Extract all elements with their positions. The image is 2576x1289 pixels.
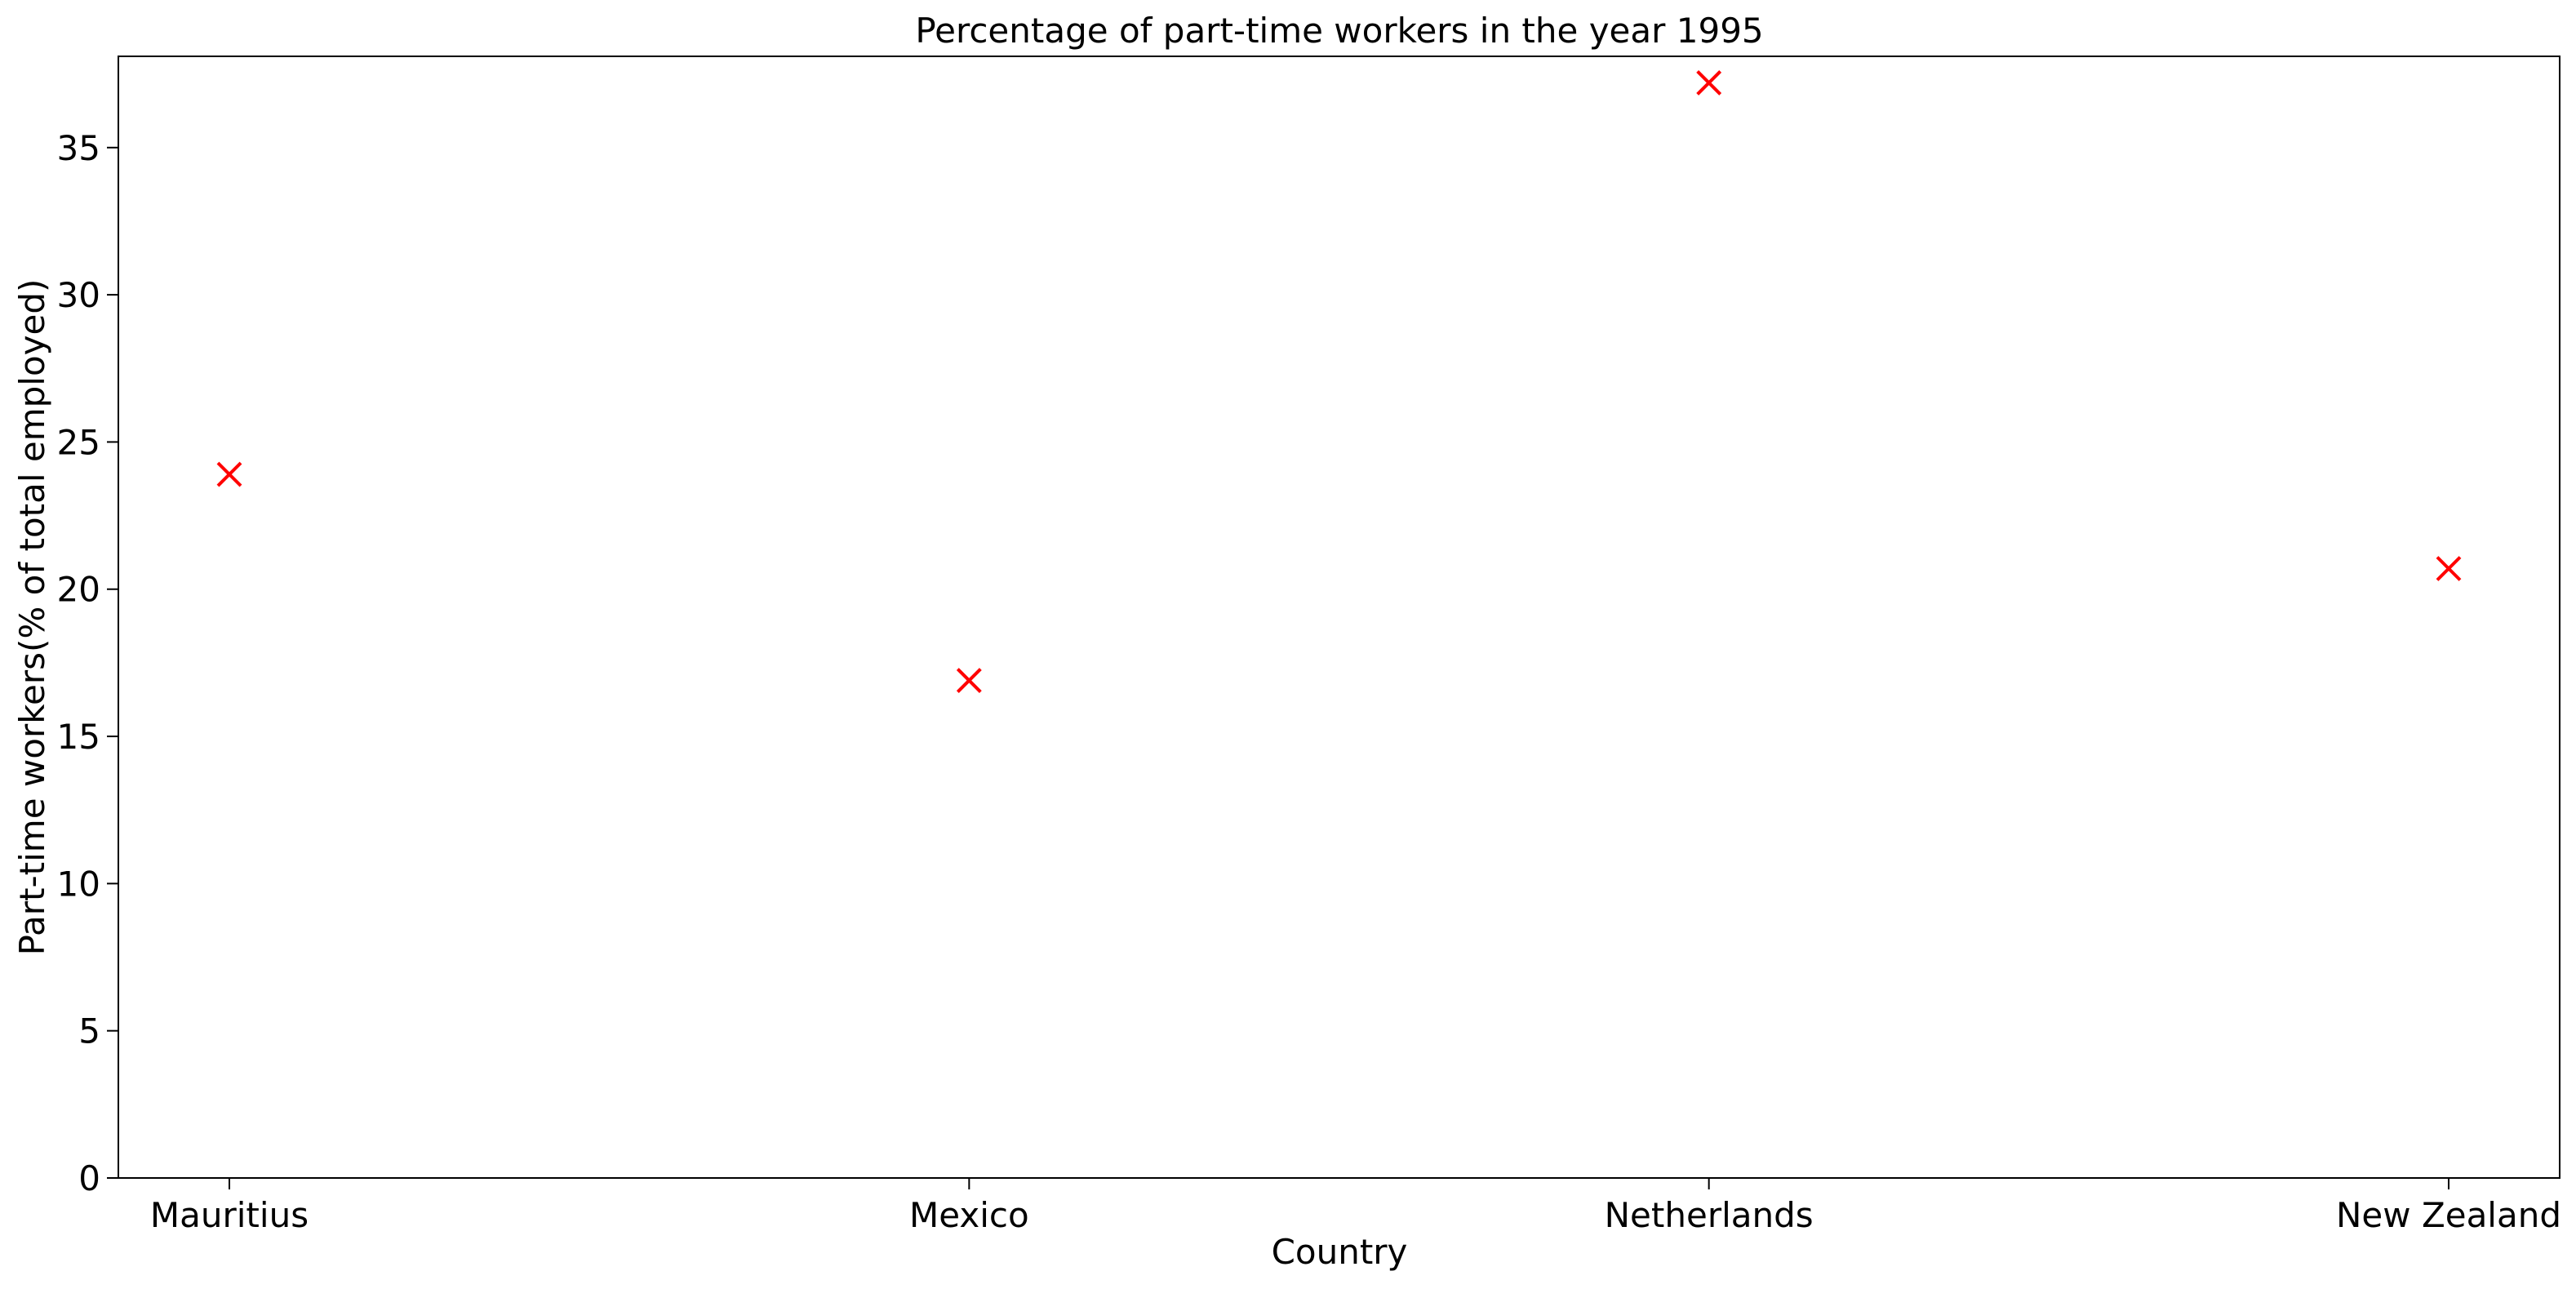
x-tick-label: Mauritius xyxy=(150,1195,309,1235)
x-tick-label: Netherlands xyxy=(1605,1195,1814,1235)
y-tick-label: 20 xyxy=(57,570,100,610)
data-point xyxy=(2436,556,2462,581)
data-point xyxy=(956,668,982,693)
x-axis: Mauritius Mexico Netherlands New Zealand xyxy=(150,1178,2561,1235)
y-axis-title: Part-time workers(% of total employed) xyxy=(12,279,52,956)
x-axis-title: Country xyxy=(1272,1232,1408,1272)
y-tick-label: 15 xyxy=(57,717,100,757)
y-tick-label: 10 xyxy=(57,864,100,904)
y-tick-label: 25 xyxy=(57,422,100,462)
x-tick-label: Mexico xyxy=(909,1195,1029,1235)
data-point xyxy=(1696,70,1722,96)
y-axis: 0 5 10 15 20 25 30 35 xyxy=(57,128,118,1198)
y-tick-label: 30 xyxy=(57,275,100,315)
data-point xyxy=(216,461,242,487)
x-tick-label: New Zealand xyxy=(2336,1195,2561,1235)
y-tick-label: 35 xyxy=(57,128,100,168)
plot-area xyxy=(216,70,2462,693)
plot-frame xyxy=(118,56,2560,1179)
chart-title: Percentage of part-time workers in the y… xyxy=(915,11,1763,51)
y-tick-label: 0 xyxy=(78,1158,100,1198)
y-tick-label: 5 xyxy=(78,1011,100,1051)
